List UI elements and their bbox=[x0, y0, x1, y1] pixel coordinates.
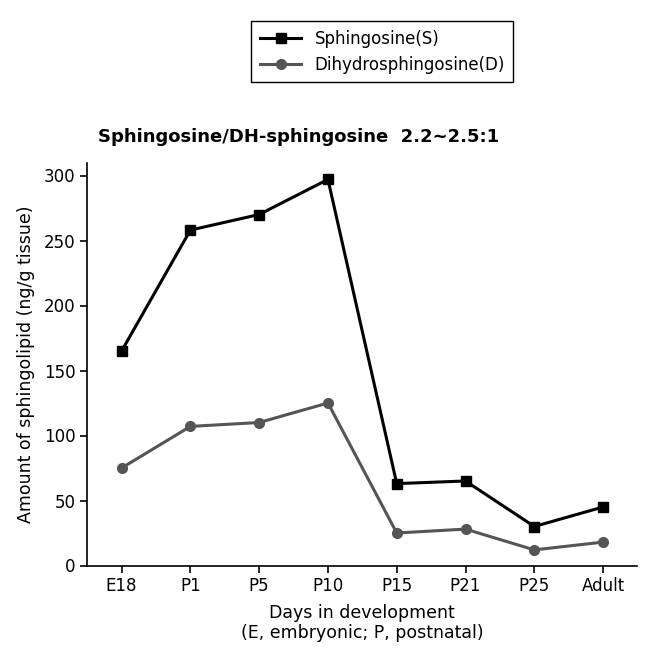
Text: Sphingosine/DH-sphingosine  2.2~2.5:1: Sphingosine/DH-sphingosine 2.2~2.5:1 bbox=[98, 129, 499, 146]
Y-axis label: Amount of sphingolipid (ng/g tissue): Amount of sphingolipid (ng/g tissue) bbox=[17, 205, 36, 523]
X-axis label: Days in development
(E, embryonic; P, postnatal): Days in development (E, embryonic; P, po… bbox=[241, 604, 484, 642]
Legend: Sphingosine(S), Dihydrosphingosine(D): Sphingosine(S), Dihydrosphingosine(D) bbox=[252, 21, 513, 83]
